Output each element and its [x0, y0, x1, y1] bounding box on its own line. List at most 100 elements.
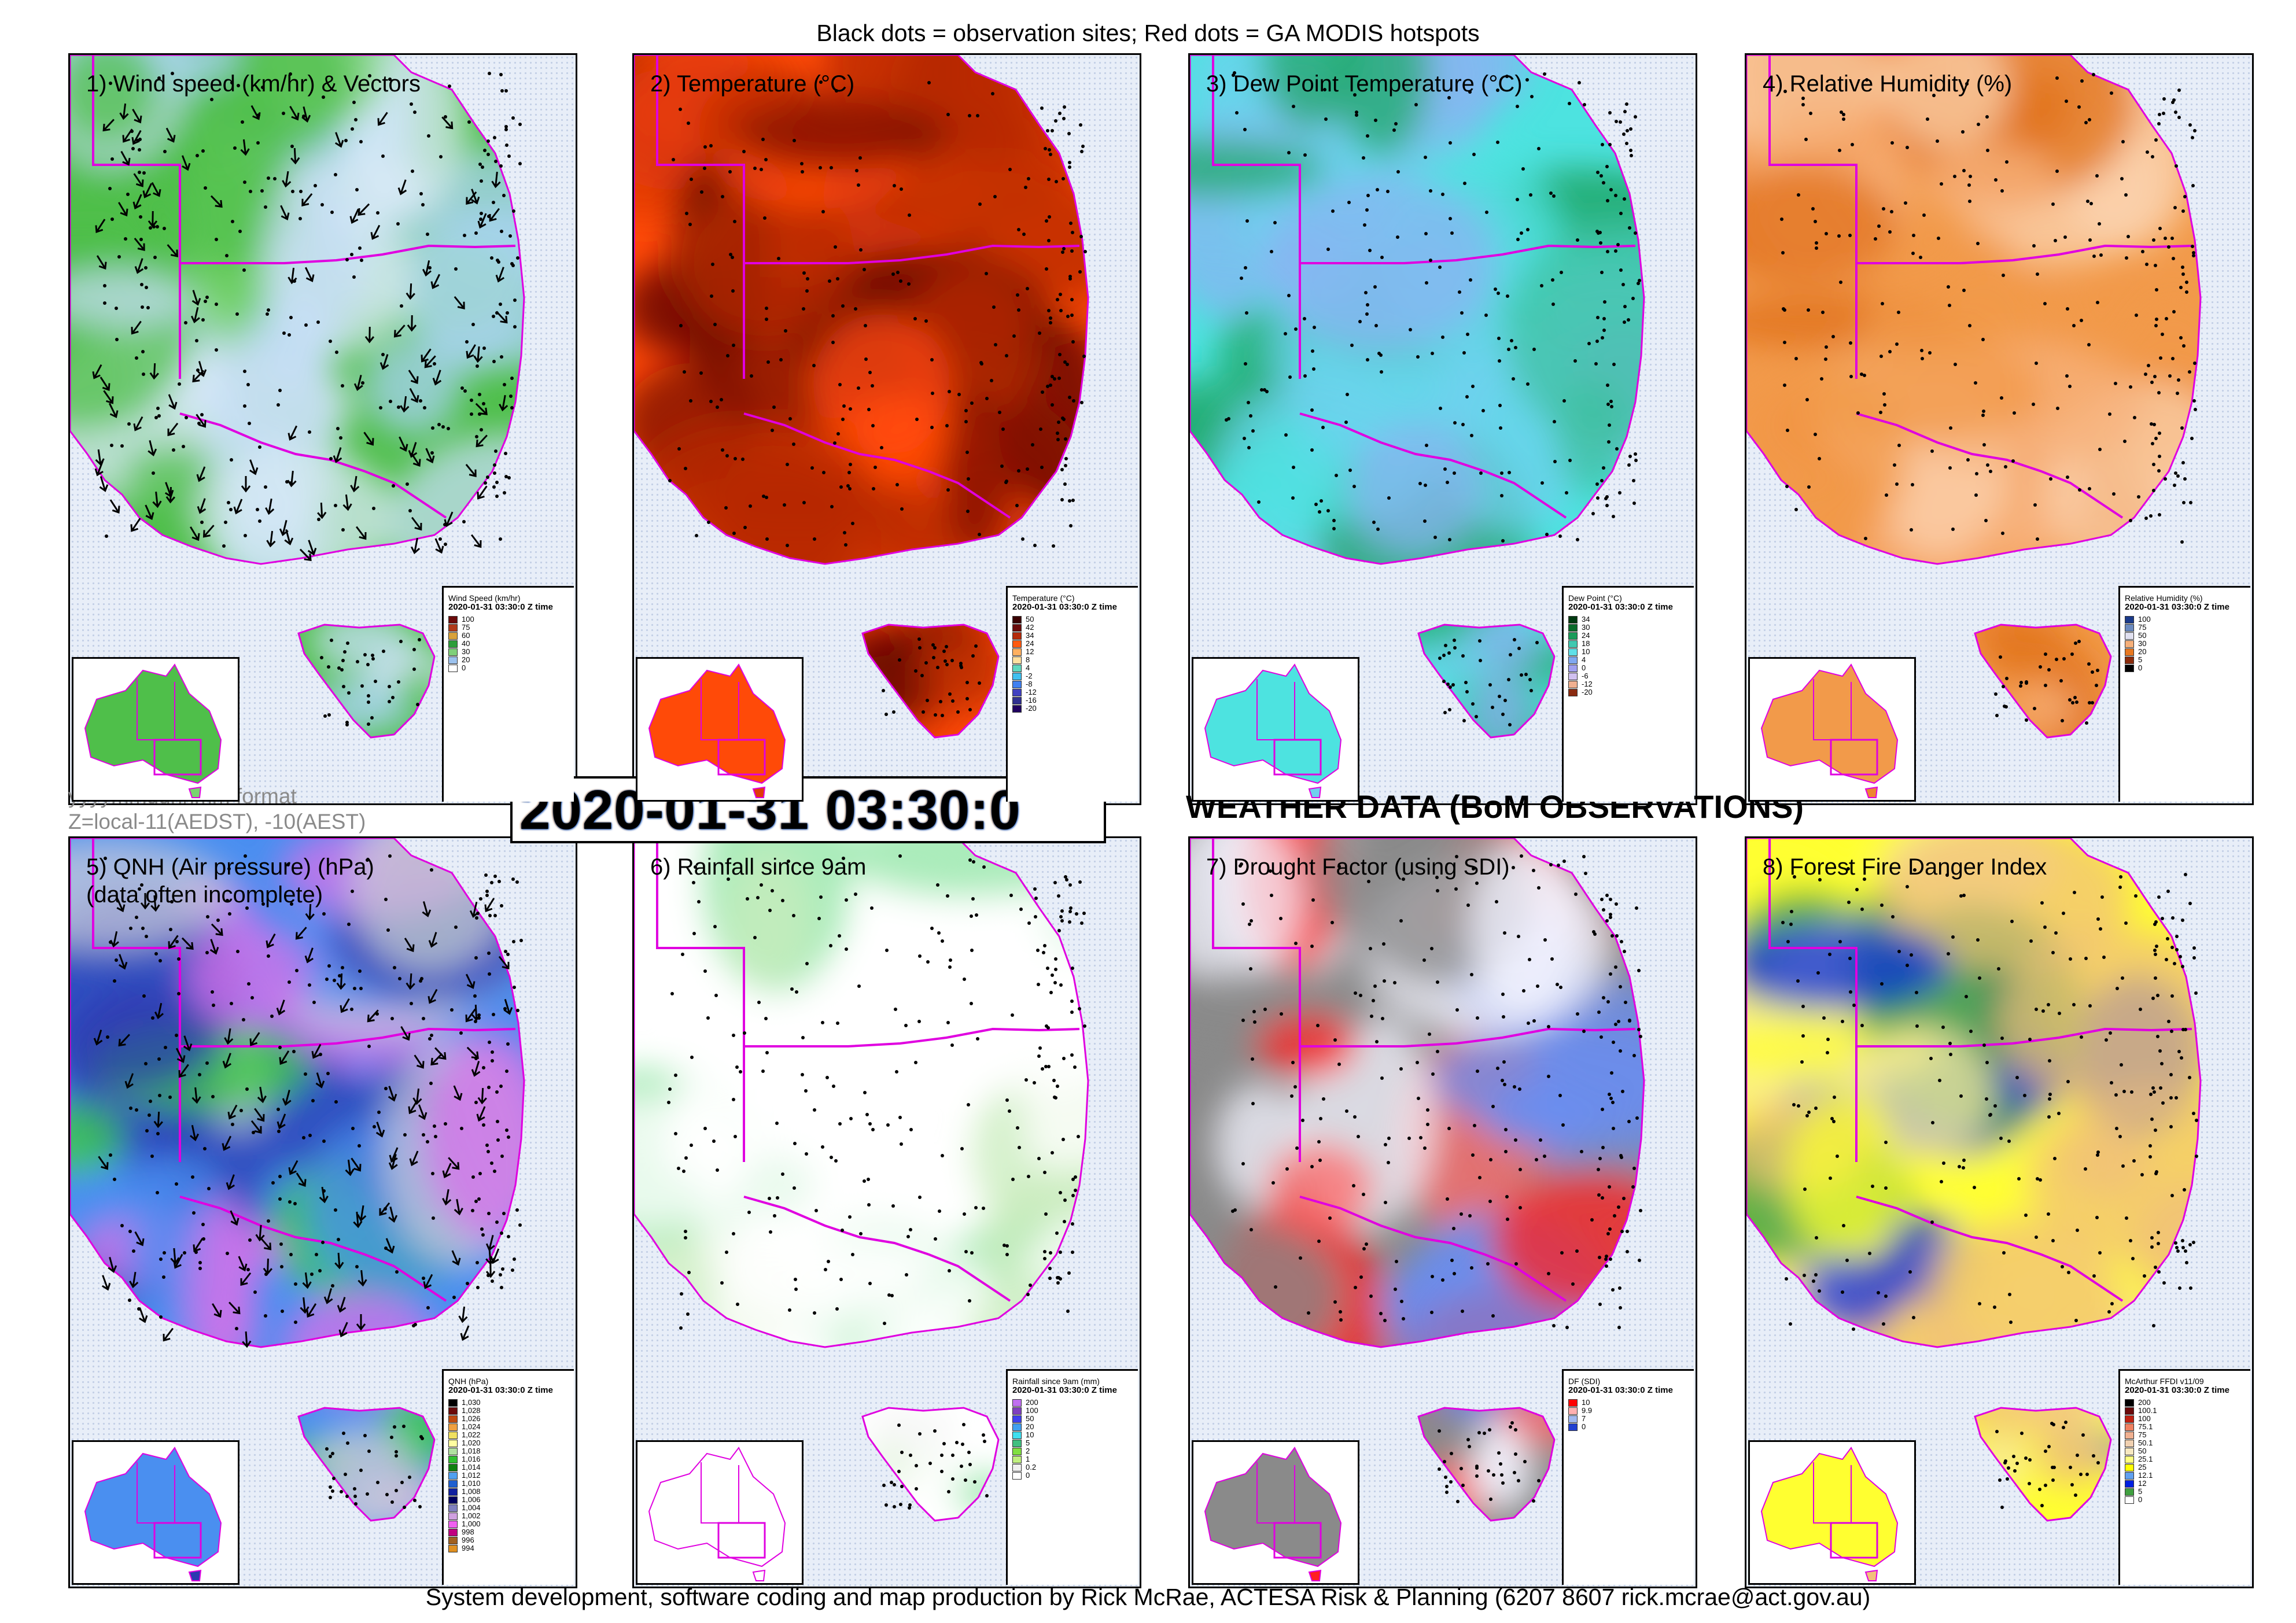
legend-title: McArthur FFDI v11/09	[2125, 1377, 2204, 1386]
map-legend: DF (SDI) 2020-01-31 03:30:0 Z time 10 9.9 7 0	[1562, 1369, 1694, 1585]
legend-swatch	[1012, 664, 1022, 672]
legend-time: 2020-01-31 03:30:0 Z time	[448, 602, 553, 612]
coastline	[1190, 838, 1645, 1348]
legend-label: 1,012	[462, 1471, 481, 1480]
inset-canvas	[1760, 663, 1899, 798]
legend-label: 0	[462, 663, 466, 672]
legend-swatch	[2125, 1431, 2134, 1439]
legend-entry: 24	[1568, 631, 1689, 640]
state-border	[92, 55, 181, 379]
legend-swatch	[2125, 1399, 2134, 1407]
legend-swatch	[1568, 672, 1578, 680]
legend-entry: -6	[1568, 672, 1689, 680]
legend-entry: 1,024	[448, 1422, 569, 1431]
map-panel-6: 6) Rainfall since 9am Rainfall since 9am…	[632, 836, 1141, 1588]
panel-title: 8) Forest Fire Danger Index	[1763, 854, 2047, 880]
coastline	[70, 55, 525, 565]
legend-swatch	[2125, 632, 2134, 640]
legend-label: 5	[2138, 655, 2143, 664]
legend-swatch	[1012, 1463, 1022, 1471]
legend-swatch	[1012, 1447, 1022, 1455]
legend-entry: 50	[1012, 615, 1133, 624]
legend-label: 25	[2138, 1463, 2147, 1471]
legend-entry: 9.9	[1568, 1406, 1689, 1415]
state-border	[92, 838, 181, 1162]
legend-entry: 994	[448, 1544, 569, 1552]
panel-title-line: 5) QNH (Air pressure) (hPa)	[86, 854, 374, 880]
legend-swatch	[1568, 1407, 1578, 1415]
map-panel-5: 5) QNH (Air pressure) (hPa) (data often i…	[68, 836, 577, 1588]
legend-swatch	[1012, 624, 1022, 632]
legend-swatch	[1012, 1471, 1022, 1480]
legend-entry: 18	[1568, 639, 1689, 648]
legend-label: 1,014	[462, 1463, 481, 1471]
legend-title: DF (SDI)	[1568, 1377, 1601, 1386]
legend-label: 24	[1026, 639, 1034, 648]
legend-swatch	[448, 624, 458, 632]
legend-label: 25.1	[2138, 1455, 2153, 1463]
panel-title: 1) Wind speed (km/hr) & Vectors	[86, 71, 421, 97]
legend-entry: 0.2	[1012, 1463, 1133, 1471]
inset-canvas	[1204, 663, 1342, 798]
legend-label: 0	[1026, 1471, 1030, 1480]
legend-entry: 75	[2125, 623, 2246, 632]
legend-swatch	[448, 1439, 458, 1447]
legend-label: 20	[1026, 1422, 1034, 1431]
legend-entry: -16	[1012, 696, 1133, 704]
legend-entry: 996	[448, 1536, 569, 1544]
map-canvas	[634, 55, 1089, 739]
legend-label: 30	[462, 647, 470, 656]
legend-label: 994	[462, 1544, 474, 1552]
legend-time: 2020-01-31 03:30:0 Z time	[448, 1385, 553, 1395]
legend-swatch	[448, 1488, 458, 1496]
legend-label: 7	[1582, 1414, 1586, 1423]
legend-swatch	[2125, 648, 2134, 656]
legend-swatch	[448, 632, 458, 640]
legend-swatch	[1012, 632, 1022, 640]
legend-entry: 75	[2125, 1430, 2246, 1439]
legend-swatch	[1012, 1423, 1022, 1431]
legend-entry: 50	[2125, 1447, 2246, 1455]
header-note: Black dots = observation sites; Red dots…	[816, 20, 1480, 46]
legend-label: 30	[2138, 639, 2147, 648]
legend-label: -20	[1582, 688, 1593, 696]
legend-swatch	[448, 1496, 458, 1504]
legend-entry: 7	[1568, 1414, 1689, 1423]
legend-entry: 998	[448, 1528, 569, 1536]
legend-time: 2020-01-31 03:30:0 Z time	[1012, 602, 1117, 612]
legend-label: 0	[2138, 663, 2143, 672]
coastline	[1190, 55, 1645, 565]
state-border	[744, 1027, 1080, 1047]
legend-entry: 1,016	[448, 1455, 569, 1463]
legend-swatch	[448, 1512, 458, 1520]
legend-swatch	[448, 1520, 458, 1528]
legend-title: QNH (hPa)	[448, 1377, 489, 1386]
legend-label: 100.1	[2138, 1406, 2157, 1415]
legend-swatch	[448, 1528, 458, 1536]
map-legend: Wind Speed (km/hr) 2020-01-31 03:30:0 Z t…	[442, 586, 574, 802]
legend-label: -16	[1026, 696, 1037, 704]
state-border	[1768, 55, 1858, 379]
map-canvas	[70, 55, 525, 739]
map-canvas	[1746, 55, 2202, 739]
legend-swatch	[448, 1415, 458, 1423]
observation-sites	[668, 80, 1087, 717]
legend-entry: -20	[1568, 688, 1689, 696]
legend-entry: 1,010	[448, 1479, 569, 1488]
inset-canvas	[1204, 1447, 1342, 1581]
legend-swatch	[448, 1544, 458, 1552]
legend-label: 1,028	[462, 1406, 481, 1415]
legend-entry: 100	[2125, 1414, 2246, 1423]
legend-entry: 25	[2125, 1463, 2246, 1471]
legend-entry: 1,020	[448, 1438, 569, 1447]
legend-swatch	[2125, 624, 2134, 632]
legend-label: 4	[1582, 655, 1586, 664]
map-panel-8: 8) Forest Fire Danger Index McArthur FFD…	[1745, 836, 2254, 1588]
legend-swatch	[1012, 696, 1022, 704]
legend-label: 9.9	[1582, 1406, 1593, 1415]
legend-entry: 20	[448, 655, 569, 664]
legend-entry: 30	[2125, 639, 2246, 648]
legend-swatch	[448, 1447, 458, 1455]
legend-label: 1,008	[462, 1487, 481, 1496]
state-border	[744, 244, 1080, 264]
